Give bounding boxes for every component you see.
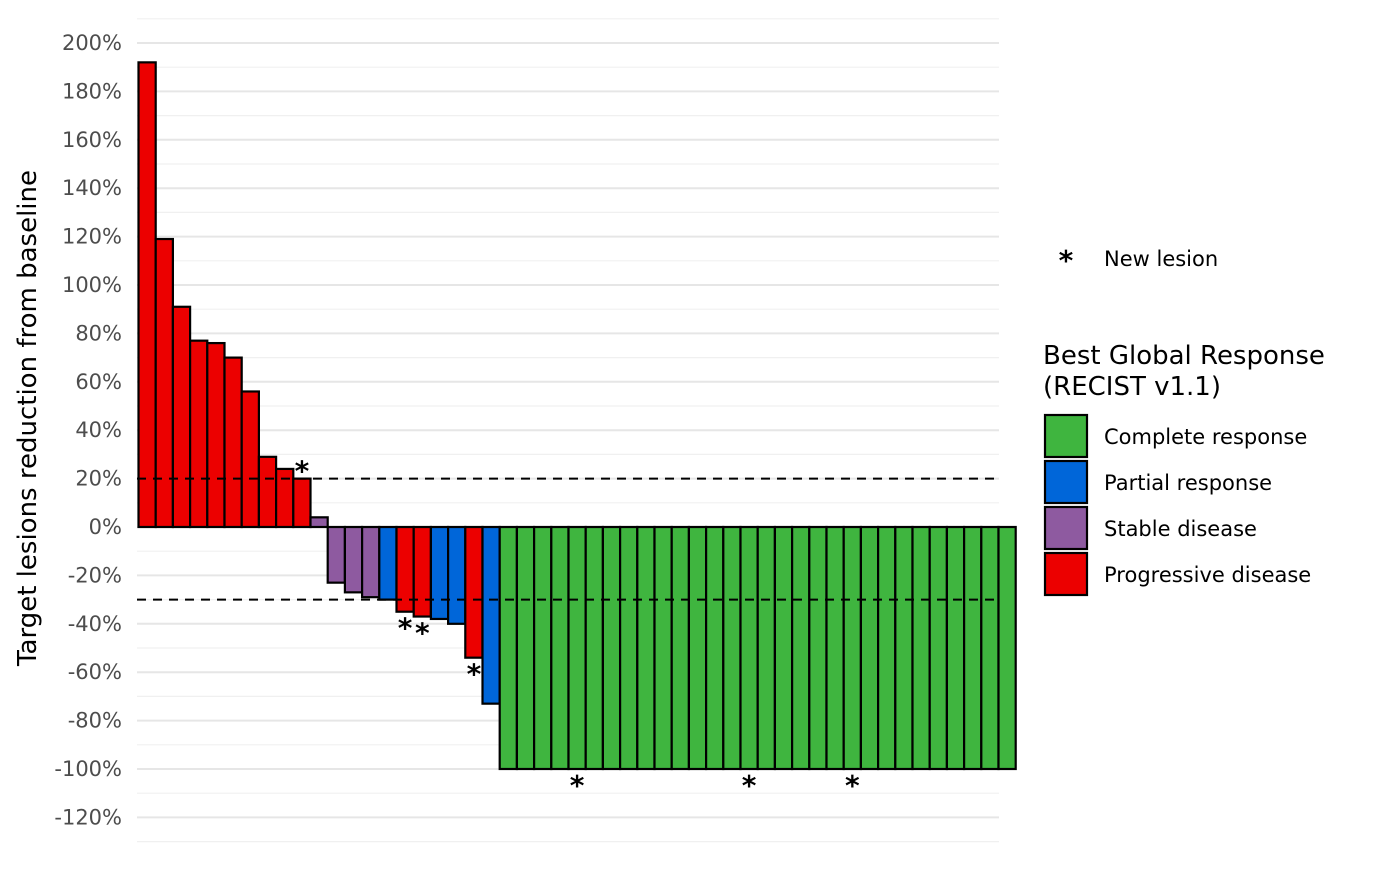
bar: [550, 525, 570, 771]
legend-new-lesion-label: New lesion: [1104, 247, 1218, 271]
new-lesion-marker: *: [295, 455, 310, 488]
bar: [584, 525, 605, 771]
bar: [171, 305, 192, 529]
y-tick-label: 100%: [62, 273, 122, 297]
bar: [739, 525, 759, 771]
bar: [756, 525, 777, 771]
bar: [670, 525, 691, 771]
legend-swatch: [1043, 413, 1089, 459]
y-tick-label: -40%: [68, 612, 122, 636]
bar: [481, 525, 501, 705]
bar: [653, 525, 673, 771]
bar: [326, 525, 347, 584]
y-tick-label: 160%: [62, 128, 122, 152]
legend-swatch: [1043, 459, 1089, 505]
new-lesion-marker: *: [415, 617, 430, 650]
y-tick-label: 40%: [75, 418, 122, 442]
bar: [137, 61, 157, 529]
bar: [412, 525, 433, 618]
legend-title-line2: (RECIST v1.1): [1043, 372, 1221, 402]
y-tick-label: 20%: [75, 467, 122, 491]
bar: [206, 341, 226, 529]
bar: [601, 525, 622, 771]
y-tick-label: -20%: [68, 563, 122, 587]
y-tick-label: -80%: [68, 709, 122, 733]
new-lesion-marker: *: [845, 769, 860, 802]
bar: [223, 356, 243, 529]
y-tick-label: 0%: [89, 515, 122, 539]
bar: [997, 525, 1017, 771]
bar: [343, 525, 364, 594]
bar: [773, 525, 794, 771]
y-tick-label: 80%: [75, 321, 122, 345]
y-tick-label: 140%: [62, 176, 122, 200]
new-lesion-marker: *: [742, 769, 757, 802]
legend-new-lesion-symbol: *: [1059, 244, 1074, 277]
bar: [928, 525, 949, 771]
bar: [257, 455, 278, 529]
y-tick-label: -60%: [68, 660, 122, 684]
bar: [498, 525, 519, 771]
bar: [309, 516, 329, 529]
bar: [636, 525, 656, 771]
bar: [911, 525, 931, 771]
legend-swatch: [1043, 505, 1089, 551]
bar: [567, 525, 587, 771]
bar: [378, 525, 398, 601]
bar: [687, 525, 708, 771]
new-lesion-marker: *: [570, 769, 585, 802]
bar: [447, 525, 467, 625]
bar: [515, 525, 536, 771]
bar: [704, 525, 725, 771]
y-axis-title: Target lesions reduction from baseline: [13, 170, 43, 667]
legend-item-label: Progressive disease: [1104, 563, 1311, 587]
bar: [825, 525, 845, 771]
bar: [980, 525, 1000, 771]
y-tick-label: -100%: [54, 757, 122, 781]
bar: [722, 525, 742, 771]
legend-items: Complete response Partial response Stable …: [1043, 413, 1311, 597]
bar: [532, 525, 553, 771]
legend-item-label: Stable disease: [1104, 517, 1257, 541]
bar: [808, 525, 828, 771]
y-axis: -120% -100% -80% -60% -40% -20% 0% 20% 40% 60% 80%…: [54, 31, 122, 829]
bar: [464, 525, 484, 659]
bar: [876, 525, 897, 771]
y-tick-label: 200%: [62, 31, 122, 55]
bars-layer: [137, 61, 1017, 771]
legend-swatch: [1043, 551, 1089, 597]
bar: [361, 525, 381, 599]
legend-item-label: Partial response: [1104, 471, 1272, 495]
bar: [859, 525, 880, 771]
new-lesion-marker: *: [398, 612, 413, 645]
y-tick-label: 60%: [75, 370, 122, 394]
bar: [962, 525, 983, 771]
legend-item-label: Complete response: [1104, 425, 1307, 449]
bar: [189, 339, 209, 529]
bar: [618, 525, 639, 771]
y-tick-label: -120%: [54, 805, 122, 829]
bar: [240, 390, 260, 529]
bar: [429, 525, 450, 621]
bar: [790, 525, 811, 771]
bar: [945, 525, 966, 771]
bar: [842, 525, 863, 771]
new-lesion-markers: ** *** * *: [295, 455, 860, 802]
bar: [154, 237, 174, 529]
y-tick-label: 180%: [62, 79, 122, 103]
new-lesion-marker: *: [467, 658, 482, 691]
bar: [894, 525, 914, 771]
y-tick-label: 120%: [62, 225, 122, 249]
legend-title-line1: Best Global Response: [1043, 341, 1325, 371]
legend: * New lesion Best Global Response (RECIS…: [1043, 244, 1325, 597]
